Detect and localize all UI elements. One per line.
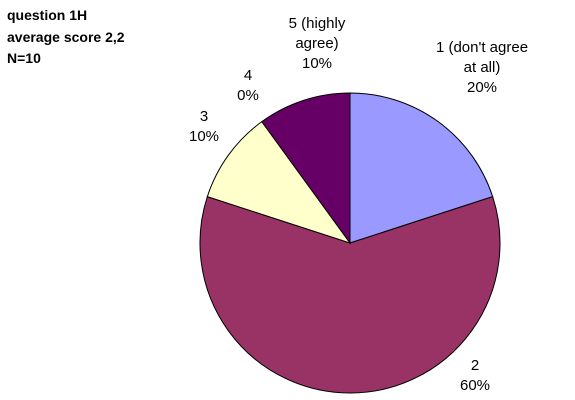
slice-percent-label-2: 60% bbox=[460, 377, 490, 394]
slice-category-label-1-line-2: at all) bbox=[464, 59, 501, 76]
slice-percent-label-4: 0% bbox=[237, 87, 259, 104]
slice-percent-label-1: 20% bbox=[467, 79, 497, 96]
chart-title-line-1: question 1H bbox=[7, 7, 87, 23]
slice-category-label-1-line-1: 1 (don't agree bbox=[436, 39, 528, 56]
pie-slice-5 bbox=[261, 92, 351, 245]
pie-slice-3 bbox=[206, 120, 352, 244]
chart-title-line-3: N=10 bbox=[7, 50, 41, 66]
pie-slice-1 bbox=[349, 92, 494, 244]
slice-category-label-5-line-2: agree) bbox=[295, 35, 338, 52]
pie-labels: 1 (don't agree at all) 20% 2 60% 3 10% 4 0% 5 (hi… bbox=[189, 15, 528, 394]
slice-category-label-2-line-1: 2 bbox=[471, 357, 479, 374]
slice-category-label-3-line-1: 3 bbox=[200, 108, 208, 125]
pie-slices bbox=[199, 92, 501, 394]
slice-percent-label-5: 10% bbox=[302, 55, 332, 72]
pie-slice-2 bbox=[199, 196, 501, 394]
chart-title-line-2: average score 2,2 bbox=[7, 29, 125, 45]
slice-category-label-4-line-1: 4 bbox=[244, 67, 252, 84]
slice-percent-label-3: 10% bbox=[189, 128, 219, 145]
slice-category-label-5-line-1: 5 (highly bbox=[289, 15, 346, 32]
